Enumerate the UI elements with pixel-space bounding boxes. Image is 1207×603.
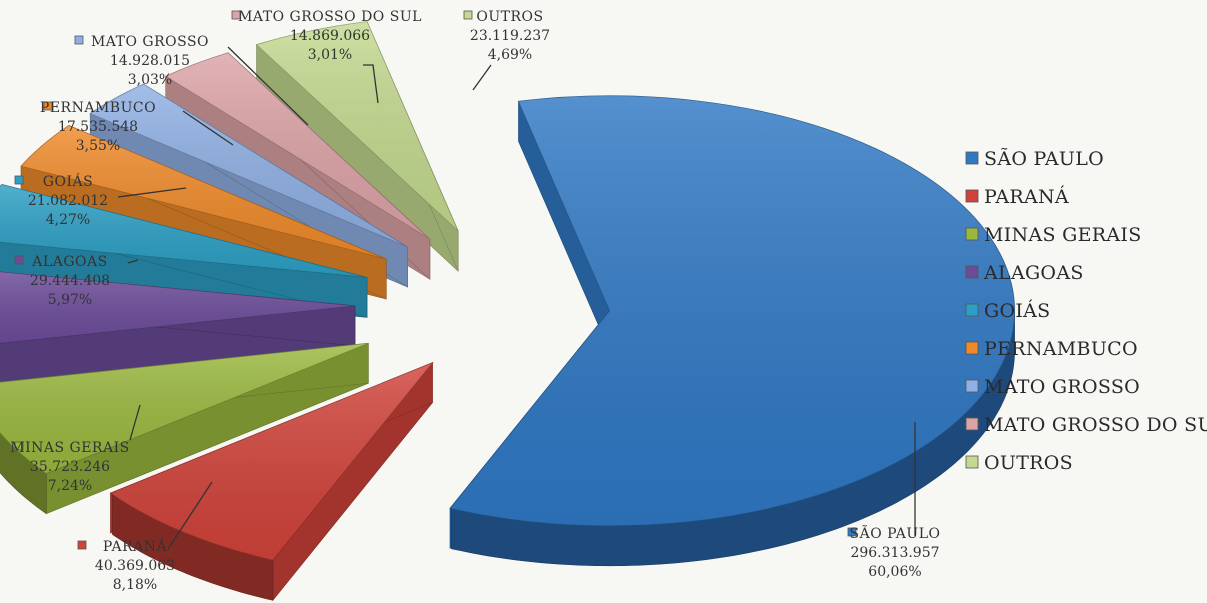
legend-swatch-mato-grosso (965, 379, 979, 393)
callout-name-mato-grosso-do-sul: MATO GROSSO DO SUL (238, 9, 422, 25)
callout-marker-mato-grosso-do-sul (231, 10, 241, 20)
legend-item-mato-grosso: MATO GROSSO (965, 376, 1140, 398)
slice-minas-gerais (0, 342, 369, 515)
leader-lines (117, 46, 916, 550)
legend-swatch-mato-grosso-do-sul (965, 417, 979, 431)
callout-value-minas-gerais: 35.723.246 (30, 459, 110, 475)
leader-pernambuco (182, 110, 234, 146)
callout-marker-sao-paulo (847, 527, 857, 537)
legend-swatch-alagoas (965, 265, 979, 279)
callout-percent-alagoas: 5,97% (48, 292, 92, 308)
callout-value-mato-grosso-do-sul: 14.869.066 (290, 28, 370, 44)
callout-value-pernambuco: 17.535.548 (58, 119, 138, 135)
callout-value-goias: 21.082.012 (28, 193, 108, 209)
callout-value-mato-grosso: 14.928.015 (110, 53, 190, 69)
leader-mato-grosso-do-sul (363, 64, 379, 104)
callout-sao-paulo: SÃO PAULO 296.313.957 60,06% (847, 524, 941, 580)
callout-parana: PARANÁ 40.369.063 8,18% (77, 537, 175, 593)
slice-callouts: SÃO PAULO 296.313.957 60,06% PARANÁ 40.369.0… (10, 9, 940, 593)
callout-mato-grosso: MATO GROSSO 14.928.015 3,03% (74, 34, 209, 88)
leader-minas-gerais (129, 404, 141, 441)
leader-outros (472, 64, 492, 91)
legend-item-sao-paulo: SÃO PAULO (965, 148, 1104, 170)
callout-minas-gerais: MINAS GERAIS 35.723.246 7,24% (10, 440, 129, 494)
leader-parana (167, 481, 213, 550)
legend-label-goias: GOIÁS (984, 299, 1051, 322)
callout-marker-parana (77, 540, 87, 550)
leader-goias (117, 187, 187, 198)
legend-swatch-minas-gerais (965, 227, 979, 241)
callout-marker-alagoas (14, 255, 24, 265)
legend-swatch-outros (965, 455, 979, 469)
slice-mato-grosso-do-sul (164, 52, 431, 280)
legend-label-alagoas: ALAGOAS (983, 262, 1084, 284)
callout-value-sao-paulo: 296.313.957 (850, 545, 939, 561)
callout-percent-goias: 4,27% (46, 212, 90, 228)
callout-percent-minas-gerais: 7,24% (48, 478, 92, 494)
callout-marker-pernambuco (43, 101, 53, 111)
callout-percent-pernambuco: 3,55% (76, 138, 120, 154)
callout-marker-minas-gerais (14, 441, 24, 451)
callout-name-outros: OUTROS (476, 9, 543, 25)
legend-item-outros: OUTROS (965, 452, 1073, 474)
callout-name-parana: PARANÁ (103, 537, 168, 555)
legend-label-sao-paulo: SÃO PAULO (984, 148, 1104, 170)
callout-outros: OUTROS 23.119.237 4,69% (463, 9, 550, 63)
callout-marker-mato-grosso (74, 35, 84, 45)
callout-name-mato-grosso: MATO GROSSO (91, 34, 209, 50)
callout-name-goias: GOIÁS (43, 172, 93, 190)
callout-percent-mato-grosso-do-sul: 3,01% (308, 47, 352, 63)
slice-sao-paulo (449, 95, 1015, 567)
legend-swatch-goias (965, 303, 979, 317)
leader-mato-grosso (227, 46, 309, 126)
legend-item-pernambuco: PERNAMBUCO (965, 338, 1138, 360)
legend-item-mato-grosso-do-sul: MATO GROSSO DO SUL (965, 414, 1207, 436)
legend-item-alagoas: ALAGOAS (965, 262, 1084, 284)
callout-name-sao-paulo: SÃO PAULO (850, 524, 941, 542)
callout-goias: GOIÁS 21.082.012 4,27% (14, 172, 108, 228)
legend-swatch-parana (965, 189, 979, 203)
legend-label-pernambuco: PERNAMBUCO (984, 338, 1138, 360)
legend-label-parana: PARANÁ (984, 185, 1069, 208)
callout-value-outros: 23.119.237 (470, 28, 550, 44)
slice-parana (109, 361, 434, 602)
callout-name-alagoas: ALAGOAS (31, 254, 107, 270)
legend-swatch-sao-paulo (965, 151, 979, 165)
legend-label-mato-grosso: MATO GROSSO (984, 376, 1140, 398)
legend-item-minas-gerais: MINAS GERAIS (965, 224, 1142, 246)
leader-alagoas (127, 259, 139, 264)
callout-name-minas-gerais: MINAS GERAIS (10, 440, 129, 456)
legend-item-parana: PARANÁ (965, 185, 1069, 208)
callout-alagoas: ALAGOAS 29.444.408 5,97% (14, 254, 110, 308)
callout-mato-grosso-do-sul: MATO GROSSO DO SUL 14.869.066 3,01% (231, 9, 422, 63)
legend-label-outros: OUTROS (984, 452, 1073, 474)
callout-marker-outros (463, 10, 473, 20)
legend: SÃO PAULO PARANÁ MINAS GERAIS ALAGOAS GOIÁS P… (965, 148, 1207, 474)
legend-item-goias: GOIÁS (965, 299, 1051, 322)
callout-percent-outros: 4,69% (488, 47, 532, 63)
callout-name-pernambuco: PERNAMBUCO (40, 100, 156, 116)
legend-label-mato-grosso-do-sul: MATO GROSSO DO SUL (984, 414, 1207, 436)
pie-slices (0, 21, 1015, 602)
legend-swatch-pernambuco (965, 341, 979, 355)
callout-percent-mato-grosso: 3,03% (128, 72, 172, 88)
callout-marker-goias (14, 175, 24, 185)
callout-percent-parana: 8,18% (113, 577, 157, 593)
legend-label-minas-gerais: MINAS GERAIS (984, 224, 1142, 246)
slice-outros (255, 21, 459, 272)
callout-pernambuco: PERNAMBUCO 17.535.548 3,55% (40, 100, 156, 154)
callout-percent-sao-paulo: 60,06% (868, 564, 921, 580)
callout-value-alagoas: 29.444.408 (30, 273, 110, 289)
slice-alagoas (0, 271, 356, 384)
callout-value-parana: 40.369.063 (95, 558, 175, 574)
